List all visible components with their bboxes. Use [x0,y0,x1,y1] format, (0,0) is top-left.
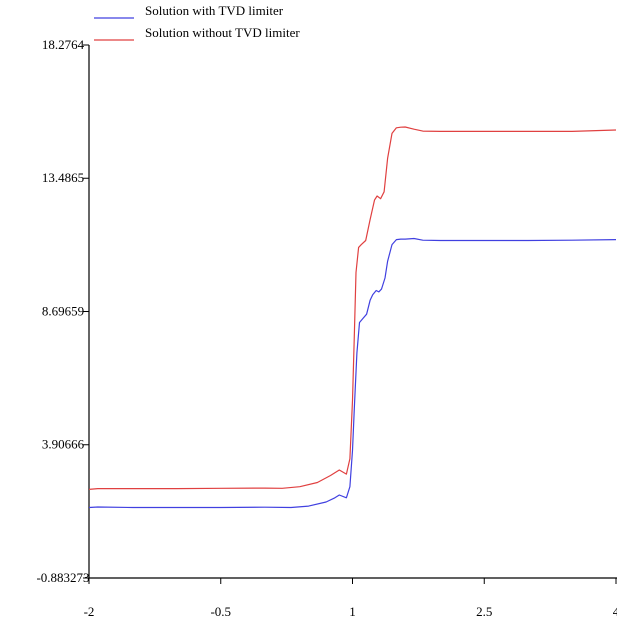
y-tick-label: 8.69659 [42,303,84,318]
y-tick-label: 18.2764 [42,37,85,52]
legend-label-1: Solution with TVD limiter [145,3,284,18]
x-tick-label: 1 [349,604,356,619]
ticks: -0.883273 3.90666 8.69659 13.4865 18.2764 -2 -… [36,37,617,619]
legend-label-2: Solution without TVD limiter [145,25,300,40]
x-tick-label: -2 [84,604,95,619]
x-tick-label: 2.5 [476,604,492,619]
y-tick-label: 13.4865 [42,170,84,185]
x-tick-label: -0.5 [210,604,231,619]
series-line-1 [88,237,617,509]
y-tick-label: -0.883273 [36,570,89,585]
y-tick-label: 3.90666 [42,437,85,452]
legend: Solution with TVD limiter Solution withou… [94,3,300,41]
axes [88,45,617,579]
x-tick-label: 4 [613,604,617,619]
series-lines [88,126,617,509]
series-line-2 [88,126,617,490]
